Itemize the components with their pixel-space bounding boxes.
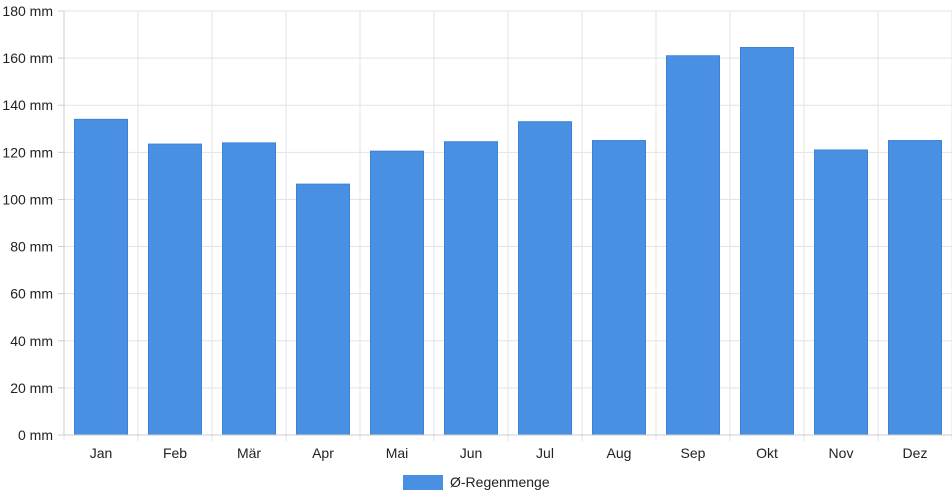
x-tick-label: Apr — [312, 445, 334, 461]
legend-label: Ø-Regenmenge — [450, 474, 550, 490]
bar-Jan[interactable] — [74, 118, 128, 436]
x-tick-label: Jul — [536, 445, 554, 461]
y-tick-label: 100 mm — [2, 191, 53, 207]
bar-Aug[interactable] — [592, 140, 646, 436]
axes — [63, 11, 952, 436]
bars — [74, 47, 942, 436]
x-tick-label: Feb — [163, 445, 187, 461]
legend[interactable]: Ø-Regenmenge — [403, 474, 550, 490]
y-tick-label: 80 mm — [10, 239, 53, 255]
bar-Jul[interactable] — [518, 121, 572, 436]
x-tick-label: Jan — [90, 445, 113, 461]
legend-swatch — [403, 475, 443, 490]
x-tick-label: Jun — [460, 445, 483, 461]
x-tick-label: Okt — [756, 445, 778, 461]
bar-Mai[interactable] — [370, 150, 424, 436]
y-tick-label: 160 mm — [2, 50, 53, 66]
y-tick-label: 40 mm — [10, 333, 53, 349]
x-tick-label: Aug — [607, 445, 632, 461]
y-tick-label: 120 mm — [2, 144, 53, 160]
x-tick-label: Dez — [903, 445, 928, 461]
bar-Nov[interactable] — [814, 149, 868, 436]
y-axis-ticks: 0 mm 20 mm 40 mm 60 mm 80 mm 100 mm 120 mm 140 … — [2, 3, 64, 443]
y-tick-label: 60 mm — [10, 286, 53, 302]
x-tick-label: Nov — [829, 445, 854, 461]
x-tick-label: Sep — [681, 445, 706, 461]
x-tick-label: Mai — [386, 445, 409, 461]
x-tick-label: Mär — [237, 445, 261, 461]
y-tick-label: 140 mm — [2, 97, 53, 113]
bar-Feb[interactable] — [148, 143, 202, 436]
bar-Apr[interactable] — [296, 183, 350, 436]
y-tick-label: 0 mm — [18, 427, 53, 443]
bar-Sep[interactable] — [666, 55, 720, 436]
bar-Okt[interactable] — [740, 47, 794, 436]
y-tick-label: 180 mm — [2, 3, 53, 19]
bar-Dez[interactable] — [888, 140, 942, 436]
bar-Mär[interactable] — [222, 142, 276, 436]
y-tick-label: 20 mm — [10, 380, 53, 396]
bar-Jun[interactable] — [444, 141, 498, 436]
x-axis-ticks: Jan Feb Mär Apr Mai Jun Jul Aug Sep Okt Nov Dez — [90, 445, 928, 461]
